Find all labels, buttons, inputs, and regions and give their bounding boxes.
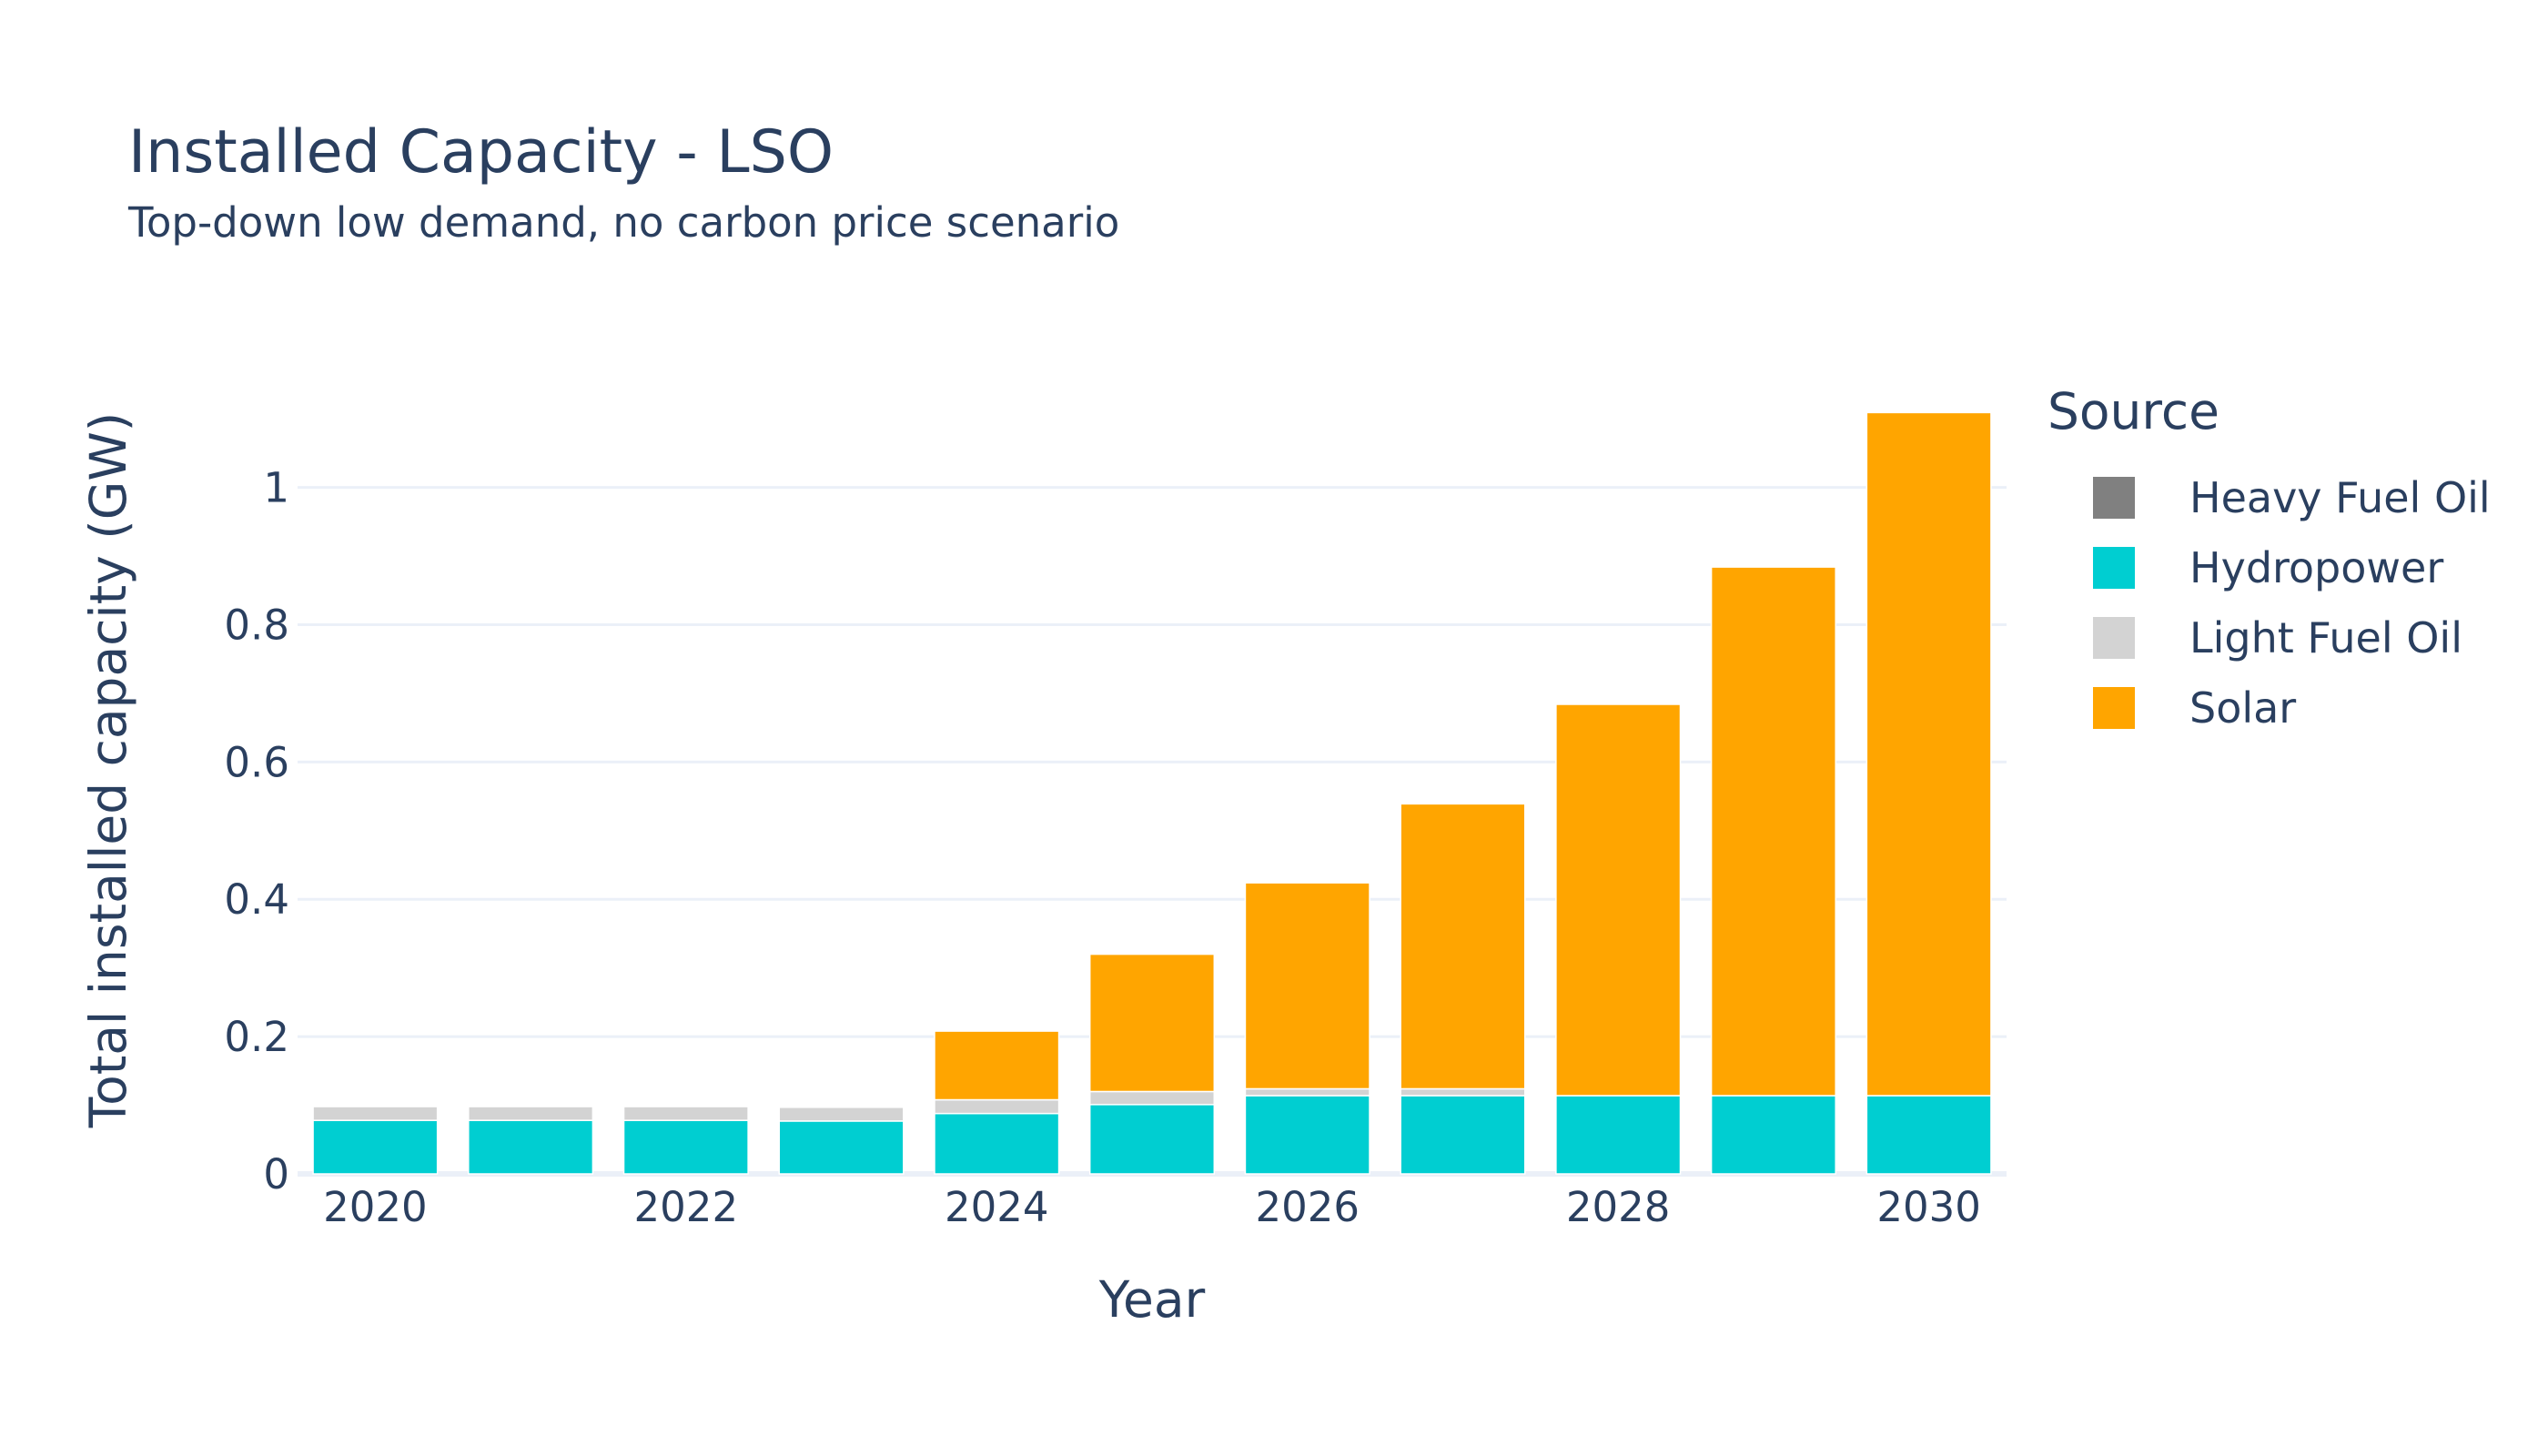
bar-solar-2027[interactable]: [1400, 803, 1526, 1090]
legend-item-heavy-fuel-oil[interactable]: Heavy Fuel Oil: [2093, 462, 2491, 532]
x-tick-label: 2030: [1876, 1183, 1981, 1231]
bars: [312, 411, 1992, 1175]
y-tick-label: 1: [263, 464, 289, 512]
x-tick-labels: 2020 2022 2024 2026 2028 2030: [323, 1183, 1981, 1231]
bar-hydropower-2020[interactable]: [312, 1119, 439, 1175]
bar-solar-2025[interactable]: [1088, 953, 1216, 1093]
legend-items: Heavy Fuel Oil Hydropower Light Fuel Oil So…: [2048, 462, 2491, 743]
legend-label: Light Fuel Oil: [2189, 612, 2462, 662]
bar-light-fuel-oil-2026[interactable]: [1244, 1087, 1370, 1097]
legend-swatch: [2093, 476, 2135, 519]
bar-hydropower-2022[interactable]: [622, 1119, 749, 1175]
bar-solar-2029[interactable]: [1710, 566, 1836, 1097]
bar-hydropower-2024[interactable]: [934, 1112, 1060, 1175]
x-tick-label: 2024: [945, 1183, 1049, 1231]
y-tick-label: 0.6: [224, 738, 289, 786]
legend-title: Source: [2048, 382, 2219, 440]
legend-swatch: [2093, 546, 2135, 589]
chart-title: Installed Capacity - LSO: [128, 118, 834, 187]
bar-hydropower-2030[interactable]: [1866, 1095, 1992, 1175]
x-axis-title: Year: [1098, 1270, 1206, 1329]
y-tick-labels: 0 0.2 0.4 0.6 0.8 1: [224, 464, 289, 1198]
bar-light-fuel-oil-2023[interactable]: [778, 1107, 905, 1122]
bar-light-fuel-oil-2022[interactable]: [622, 1106, 749, 1121]
bar-solar-2024[interactable]: [934, 1030, 1060, 1101]
bar-hydropower-2025[interactable]: [1088, 1104, 1216, 1175]
bar-light-fuel-oil-2025[interactable]: [1088, 1090, 1216, 1106]
legend-swatch: [2093, 616, 2135, 659]
bar-hydropower-2026[interactable]: [1244, 1095, 1370, 1175]
bar-light-fuel-oil-2021[interactable]: [468, 1106, 594, 1121]
legend-swatch: [2093, 686, 2135, 729]
bar-solar-2026[interactable]: [1244, 882, 1370, 1090]
bar-hydropower-2023[interactable]: [778, 1120, 905, 1175]
bar-hydropower-2028[interactable]: [1555, 1095, 1682, 1175]
bar-light-fuel-oil-2020[interactable]: [312, 1106, 439, 1121]
x-tick-label: 2028: [1566, 1183, 1671, 1231]
y-tick-label: 0: [263, 1150, 289, 1198]
y-tick-label: 0.4: [224, 875, 289, 924]
bar-light-fuel-oil-2027[interactable]: [1400, 1087, 1526, 1097]
legend-label: Heavy Fuel Oil: [2189, 472, 2491, 522]
legend-item-solar[interactable]: Solar: [2093, 672, 2491, 743]
y-tick-label: 0.2: [224, 1013, 289, 1061]
legend-item-light-fuel-oil[interactable]: Light Fuel Oil: [2093, 602, 2491, 672]
legend: Source Heavy Fuel Oil Hydropower Light Fue…: [2048, 387, 2491, 743]
bar-solar-2030[interactable]: [1866, 411, 1992, 1097]
y-axis-title: Total installed capacity (GW): [79, 412, 137, 1128]
bar-solar-2028[interactable]: [1555, 703, 1682, 1097]
bar-hydropower-2027[interactable]: [1400, 1095, 1526, 1175]
chart-subtitle: Top-down low demand, no carbon price sce…: [128, 198, 1120, 247]
legend-item-hydropower[interactable]: Hydropower: [2093, 532, 2491, 602]
legend-label: Solar: [2189, 682, 2297, 733]
x-tick-label: 2022: [634, 1183, 739, 1231]
bar-hydropower-2021[interactable]: [468, 1119, 594, 1175]
bar-light-fuel-oil-2024[interactable]: [934, 1098, 1060, 1115]
bar-hydropower-2029[interactable]: [1710, 1095, 1836, 1175]
x-tick-label: 2020: [323, 1183, 428, 1231]
x-tick-label: 2026: [1255, 1183, 1360, 1231]
y-tick-label: 0.8: [224, 601, 289, 649]
legend-label: Hydropower: [2189, 542, 2444, 592]
